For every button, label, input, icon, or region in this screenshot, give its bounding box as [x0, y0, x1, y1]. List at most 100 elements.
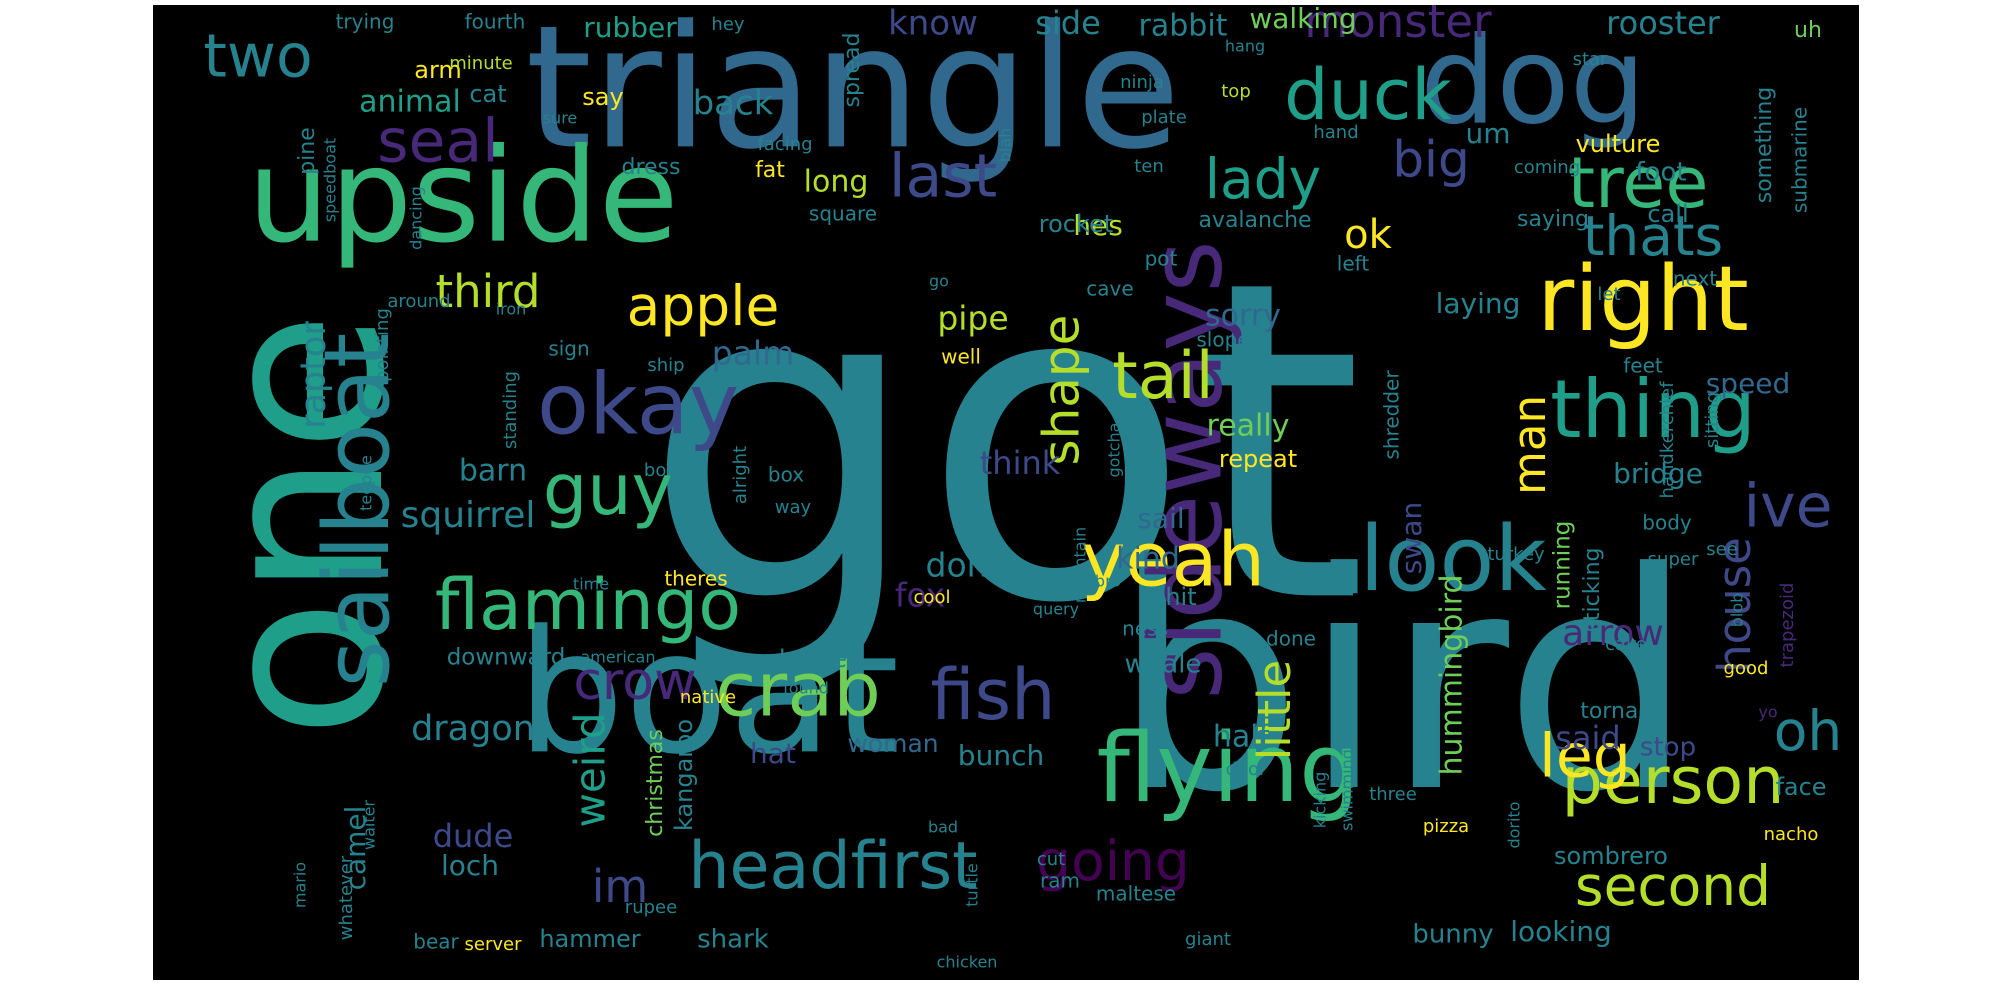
cloud-word-speedboat: speedboat: [321, 138, 340, 222]
cloud-word-third: third: [436, 265, 541, 318]
cloud-word-body: body: [1642, 511, 1692, 535]
cloud-word-around: around: [387, 291, 450, 312]
cloud-word-face: face: [1775, 773, 1826, 801]
cloud-word-rocket: rocket: [1039, 210, 1113, 238]
cloud-word-facing: facing: [757, 134, 812, 155]
cloud-word-hummingbird: hummingbird: [1435, 574, 1470, 775]
cloud-word-standing: standing: [500, 371, 521, 449]
cloud-word-ten: ten: [1134, 156, 1164, 177]
cloud-word-last: last: [889, 142, 997, 212]
cloud-word-waiter: waiter: [360, 800, 379, 850]
cloud-word-rabbit: rabbit: [1139, 9, 1228, 44]
cloud-word-home: home: [779, 645, 847, 673]
cloud-word-see: see: [1706, 539, 1738, 560]
cloud-word-sombrero: sombrero: [1554, 842, 1668, 870]
cloud-word-tornado: tornado: [1580, 699, 1666, 724]
cloud-word-weird: weird: [566, 712, 615, 827]
cloud-word-hit: hit: [1165, 583, 1196, 611]
cloud-word-iron: iron: [496, 300, 527, 319]
cloud-word-right: right: [1537, 247, 1748, 352]
cloud-word-barn: barn: [459, 454, 527, 489]
cloud-word-sitting: sitting: [1702, 392, 1723, 448]
cloud-word-crow: crow: [573, 652, 696, 712]
cloud-word-good: good: [1724, 658, 1769, 679]
cloud-word-loch: loch: [441, 849, 499, 882]
cloud-word-query: query: [1033, 600, 1079, 619]
cloud-word-saying: saying: [1517, 207, 1589, 232]
cloud-word-really: really: [1207, 409, 1290, 444]
cloud-word-trapezoid: trapezoid: [1777, 583, 1798, 668]
cloud-word-turkey: turkey: [1487, 544, 1545, 565]
cloud-word-spread: spread: [840, 33, 865, 108]
cloud-word-house: house: [1708, 537, 1761, 673]
cloud-word-left: left: [1337, 252, 1370, 276]
cloud-word-fox: fox: [895, 576, 945, 615]
cloud-word-yeah: yeah: [1081, 516, 1265, 604]
cloud-word-thats: thats: [1583, 204, 1723, 268]
cloud-word-im: im: [592, 860, 648, 913]
word-cloud: got one bird triangle boat upside dog sideways s…: [153, 5, 1859, 980]
cloud-word-bird: bird: [1112, 509, 1694, 858]
cloud-word-dorito: dorito: [1505, 801, 1524, 848]
cloud-word-feet: feet: [1623, 354, 1663, 378]
cloud-word-triangle: triangle: [525, 5, 1180, 187]
cloud-word-bad: bad: [928, 818, 958, 837]
cloud-word-giant: giant: [1185, 929, 1231, 950]
cloud-word-speed: speed: [1706, 367, 1791, 400]
cloud-word-ram: ram: [1040, 869, 1080, 893]
cloud-word-little: little: [1248, 660, 1301, 760]
cloud-word-dress: dress: [622, 155, 681, 180]
cloud-word-cat: cat: [469, 80, 506, 108]
cloud-word-flamingo: flamingo: [435, 564, 741, 646]
cloud-word-think: think: [980, 444, 1061, 482]
cloud-word-plate: plate: [1141, 107, 1187, 128]
cloud-word-shredder: shredder: [1380, 370, 1404, 460]
cloud-word-kangaroo: kangaroo: [670, 719, 698, 831]
cloud-word-bowl: bowl: [644, 460, 686, 481]
cloud-word-bunny: bunny: [1412, 920, 1493, 950]
cloud-word-hes: hes: [1073, 209, 1123, 242]
cloud-word-sorry: sorry: [1205, 299, 1281, 334]
cloud-word-dancing: dancing: [407, 186, 426, 250]
cloud-word-super: super: [1648, 549, 1699, 570]
cloud-word-got: got: [642, 187, 1363, 699]
cloud-word-hand: hand: [1313, 122, 1358, 143]
cloud-word-hat: hat: [750, 737, 796, 770]
cloud-word-bunch: bunch: [958, 739, 1044, 772]
cloud-word-ninja: ninja: [1120, 72, 1164, 93]
cloud-word-pine: pine: [295, 127, 320, 175]
cloud-word-rupee: rupee: [625, 897, 677, 918]
cloud-word-fat: fat: [755, 158, 785, 183]
cloud-word-pipe: pipe: [937, 299, 1008, 338]
cloud-word-shark: shark: [697, 925, 769, 955]
cloud-word-boat: boat: [517, 594, 900, 792]
cloud-word-uh: uh: [1794, 18, 1822, 43]
cloud-word-stop: stop: [1640, 733, 1696, 763]
cloud-word-blob: blob: [1728, 593, 1747, 628]
cloud-word-dude: dude: [433, 817, 514, 855]
cloud-word-done: done: [1266, 627, 1316, 651]
cloud-word-downward: downward: [447, 645, 566, 671]
cloud-word-next: next: [1673, 267, 1717, 291]
cloud-word-person: person: [1562, 744, 1785, 819]
cloud-word-theres: theres: [664, 567, 727, 591]
cloud-word-bridge: bridge: [1613, 457, 1703, 490]
cloud-word-camel: camel: [339, 806, 372, 891]
cloud-word-dog: dog: [1420, 13, 1646, 152]
cloud-word-maltese: maltese: [1096, 882, 1176, 906]
cloud-word-laying: laying: [1436, 287, 1521, 320]
cloud-word-flying: flying: [1097, 714, 1360, 824]
cloud-word-turtle: turtle: [963, 863, 982, 907]
cloud-word-dont: dont: [926, 546, 1001, 585]
cloud-word-long: long: [804, 165, 869, 200]
cloud-word-way: way: [775, 497, 812, 518]
cloud-word-dragon: dragon: [411, 709, 535, 749]
cloud-word-half: half: [1213, 720, 1271, 755]
cloud-word-sure: sure: [543, 109, 578, 128]
cloud-word-seal: seal: [377, 107, 499, 177]
cloud-word-cool: cool: [914, 587, 951, 608]
cloud-word-swan: swan: [1395, 502, 1428, 574]
cloud-word-pointing: pointing: [372, 308, 393, 382]
cloud-word-star: star: [1573, 49, 1608, 70]
cloud-word-side: side: [1035, 5, 1101, 42]
